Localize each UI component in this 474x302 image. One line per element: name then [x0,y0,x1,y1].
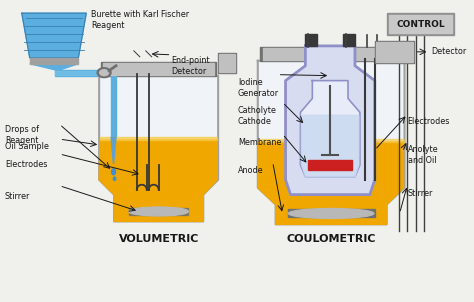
Text: Burette with Karl Fischer
Reagent: Burette with Karl Fischer Reagent [91,10,189,30]
Polygon shape [285,46,375,194]
Polygon shape [258,61,404,224]
Polygon shape [305,34,317,46]
Text: Catholyte
Cathode: Catholyte Cathode [238,106,277,127]
Polygon shape [99,76,218,221]
Polygon shape [111,76,116,137]
Text: Electrodes: Electrodes [408,117,450,126]
Polygon shape [55,71,109,75]
Ellipse shape [289,208,374,218]
Polygon shape [288,208,375,217]
Text: Iodine
Generator: Iodine Generator [238,78,279,98]
Text: Anode: Anode [238,166,264,175]
Polygon shape [30,64,78,70]
Ellipse shape [111,169,116,175]
Polygon shape [99,140,217,221]
Text: Drops of
Reagent: Drops of Reagent [5,125,39,145]
Polygon shape [218,53,236,73]
Text: Electrodes: Electrodes [5,160,47,169]
Polygon shape [343,34,355,46]
Text: End-point
Detector: End-point Detector [172,56,210,76]
Text: CONTROL: CONTROL [396,20,445,29]
Polygon shape [301,115,359,177]
Text: Detector: Detector [431,47,466,56]
Polygon shape [55,70,109,76]
Text: Stirrer: Stirrer [5,192,30,201]
Ellipse shape [100,70,109,76]
Polygon shape [103,63,214,75]
Polygon shape [260,47,402,61]
Polygon shape [219,54,235,72]
Polygon shape [111,137,116,154]
Polygon shape [389,15,452,33]
Polygon shape [100,137,217,140]
Polygon shape [129,207,188,215]
Polygon shape [30,58,78,64]
Polygon shape [258,142,403,224]
Polygon shape [22,13,86,58]
Text: VOLUMETRIC: VOLUMETRIC [118,234,199,244]
Polygon shape [376,42,413,62]
Polygon shape [101,62,216,76]
Polygon shape [259,139,403,142]
Polygon shape [309,160,352,170]
Text: COULOMETRIC: COULOMETRIC [286,234,376,244]
Text: Stirrer: Stirrer [408,189,433,198]
Ellipse shape [129,207,188,216]
Text: Membrane: Membrane [238,138,282,147]
Ellipse shape [97,68,111,78]
Text: Oil Sample: Oil Sample [5,142,49,151]
Polygon shape [263,48,400,60]
Polygon shape [301,81,360,177]
Text: Anolyte
and Oil: Anolyte and Oil [408,145,438,165]
Polygon shape [112,154,115,164]
Ellipse shape [113,177,116,181]
Polygon shape [375,41,414,63]
Polygon shape [387,13,454,35]
